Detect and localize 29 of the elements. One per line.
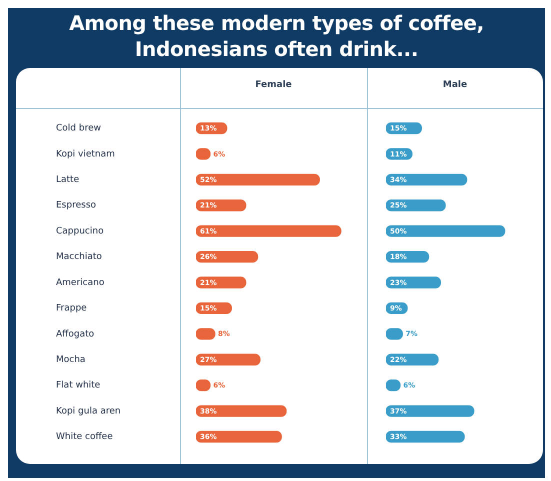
y-tick-label: Espresso — [56, 200, 97, 211]
text: Male — [442, 80, 468, 92]
y-tick-label: Mocha — [56, 354, 86, 365]
bar — [386, 276, 442, 288]
bar — [196, 276, 246, 288]
y-tick-label: White coffee — [56, 432, 114, 442]
y-tick-label: Frappe — [56, 304, 88, 314]
bar — [386, 174, 468, 186]
y-tick-label: Cold brew — [56, 124, 101, 134]
chart-title: Among these modern types of coffee, Indonesians often drink... — [68, 10, 485, 62]
y-tick-label: Americano — [56, 278, 105, 288]
y-tick-label: Cappucino — [56, 226, 104, 236]
bar — [386, 225, 506, 237]
bar — [196, 250, 258, 263]
y-tick-label: Latte — [56, 175, 80, 186]
text: Female — [254, 80, 293, 92]
y-tick-label: Affogato — [56, 329, 95, 340]
bar — [196, 174, 320, 186]
bar — [196, 430, 282, 443]
bar — [196, 225, 342, 237]
y-tick-label: Kopi vietnam — [56, 149, 115, 160]
bar — [196, 354, 261, 366]
bar — [196, 405, 287, 417]
bar — [386, 200, 446, 212]
bar — [386, 430, 465, 443]
y-tick-label: Flat white — [56, 380, 101, 391]
bar — [386, 405, 474, 417]
y-tick-label: Macchiato — [56, 252, 102, 262]
y-tick-label: Kopi gula aren — [56, 406, 121, 416]
